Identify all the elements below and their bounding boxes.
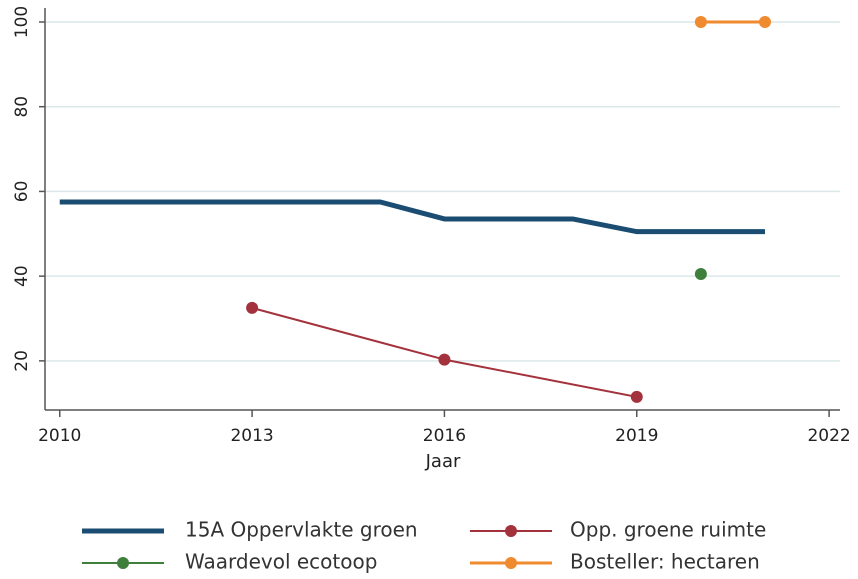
point [438, 353, 451, 366]
legend-label: Waardevol ecotoop [185, 550, 377, 574]
point [758, 15, 771, 28]
legend-marker [505, 557, 517, 569]
y-tick-label: 20 [12, 350, 32, 372]
x-axis-label: Jaar [425, 451, 461, 472]
y-tick-label: 100 [12, 6, 32, 38]
legend-label: Bosteller: hectaren [570, 550, 760, 574]
point [694, 15, 707, 28]
series-line [251, 306, 637, 398]
legend-marker [505, 525, 517, 537]
point [694, 268, 707, 281]
x-tick-label: 2013 [230, 426, 273, 446]
x-tick-label: 2022 [807, 426, 850, 446]
y-tick-label: 60 [12, 181, 32, 203]
legend-marker [117, 557, 129, 569]
x-tick-label: 2019 [615, 426, 658, 446]
y-tick-label: 80 [12, 96, 32, 118]
point [246, 301, 259, 314]
legend-label: Opp. groene ruimte [570, 518, 766, 542]
series-line [59, 199, 765, 235]
y-tick-label: 40 [12, 265, 32, 287]
x-tick-label: 2016 [423, 426, 466, 446]
legend-label: 15A Oppervlakte groen [185, 518, 418, 542]
point [630, 390, 643, 403]
x-tick-label: 2010 [38, 426, 81, 446]
